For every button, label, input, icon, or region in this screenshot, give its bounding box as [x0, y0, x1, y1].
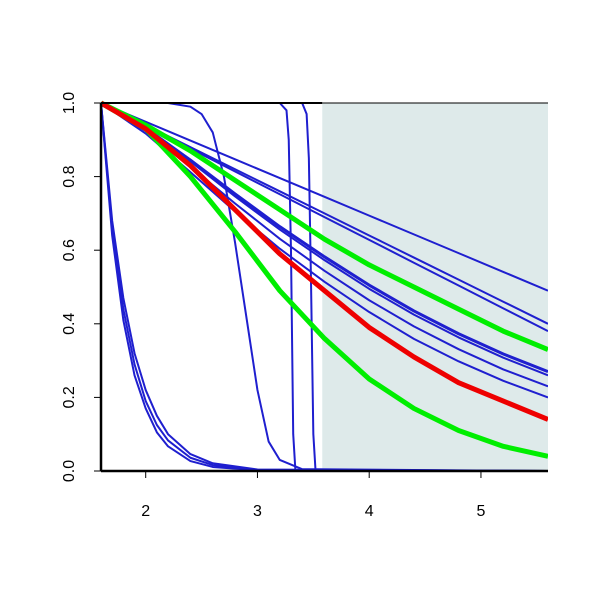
series-line	[101, 102, 548, 472]
series-line	[101, 102, 548, 472]
series-line	[101, 102, 548, 472]
x-tick-label: 4	[365, 503, 374, 520]
series-line	[101, 100, 548, 422]
series-line	[101, 102, 548, 292]
y-tick-label: 0.6	[61, 239, 78, 261]
y-tick-label: 0.2	[61, 386, 78, 408]
y-tick-label: 0.8	[61, 165, 78, 187]
series-line	[101, 102, 548, 472]
x-tick-label: 5	[476, 503, 485, 520]
x-tick-label: 2	[141, 503, 150, 520]
series-line	[101, 102, 548, 472]
y-tick-label: 0.0	[61, 460, 78, 482]
series-line	[101, 102, 548, 472]
series-line	[101, 100, 548, 459]
y-tick-label: 1.0	[61, 92, 78, 114]
curves	[101, 100, 548, 472]
y-tick-label: 0.4	[61, 313, 78, 335]
shaded-region	[322, 103, 548, 471]
series-line	[101, 100, 548, 352]
x-tick-label: 3	[253, 503, 262, 520]
